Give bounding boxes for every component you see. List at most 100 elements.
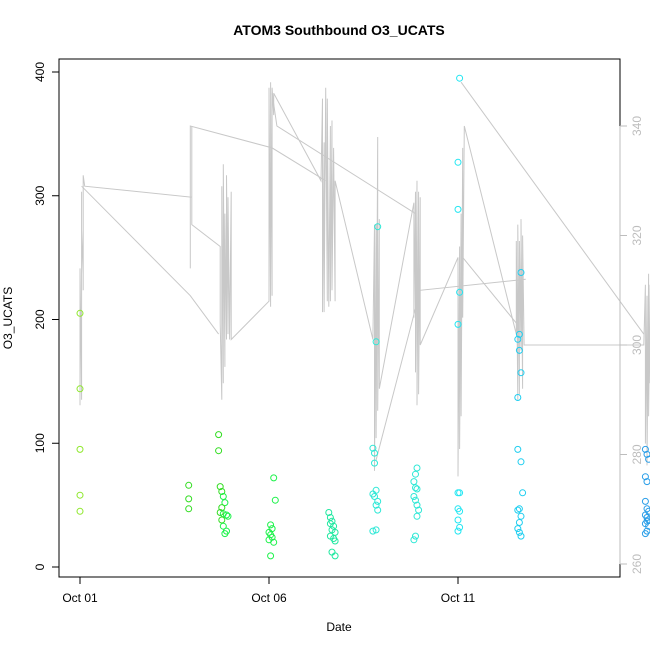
data-point [268,525,276,533]
connector-line-4 [375,278,526,461]
data-point [331,552,339,560]
data-point [515,505,523,513]
data-point [456,288,464,296]
data-point [372,486,380,494]
data-point [413,512,421,520]
data-point [645,522,650,530]
data-point [221,499,229,507]
right-tick-label: 260 [630,554,644,574]
data-point [372,526,380,534]
data-point [643,505,650,513]
connector-line-2 [189,125,326,269]
data-point [517,369,525,377]
connector-lines-layer [81,81,645,461]
connector-line-1 [81,185,220,335]
left-tick-label: 100 [33,433,47,453]
right-tick-label: 320 [630,225,644,245]
data-point [514,335,522,343]
data-point [216,509,224,516]
data-point [519,489,527,497]
data-point [76,491,84,499]
data-point [643,450,650,458]
data-point [374,497,382,505]
data-point [515,519,523,526]
y-axis-label: O3_UCATS [1,287,15,349]
data-point [517,512,525,520]
data-point [219,522,227,530]
data-point [641,530,649,538]
left-tick-label: 300 [33,185,47,205]
right-tick-label: 340 [630,116,644,136]
data-point [223,511,230,519]
data-point [456,489,464,497]
data-point [645,455,650,463]
right-tick-label: 300 [630,335,644,355]
data-point [267,552,275,560]
data-point [454,516,462,524]
data-point [185,505,193,513]
x-axis-label: Date [326,620,352,634]
data-point [215,447,223,455]
data-point [413,485,421,493]
data-point [517,458,525,466]
data-point [369,444,377,452]
data-point [515,528,523,536]
o3-background-trace [79,82,650,477]
bottom-tick-label: Oct 11 [441,591,476,605]
data-point [643,478,650,486]
data-point [216,483,224,491]
data-point [372,501,380,509]
data-point [328,548,336,556]
left-tick-label: 200 [33,309,47,329]
data-point [369,527,377,535]
chart-title: ATOM3 Southbound O3_UCATS [233,22,445,38]
right-axis: 260 280 300 320 340 [619,116,644,574]
bottom-tick-label: Oct 06 [251,591,287,605]
left-axis: 0 100 200 300 400 [33,62,60,570]
data-point [330,522,338,530]
data-point [218,488,226,495]
data-point [454,527,462,535]
data-point [456,507,464,515]
data-point [412,496,419,504]
data-point [514,506,522,514]
data-points-layer [76,74,650,560]
data-point [515,330,523,338]
data-point [412,532,419,540]
data-point [221,530,229,538]
data-point [372,338,380,346]
data-point [218,504,226,512]
data-point [410,493,418,500]
data-point [267,521,275,529]
data-point [413,501,421,509]
data-point [410,536,418,544]
data-point [643,514,650,521]
data-point [514,525,522,533]
data-point [76,445,84,453]
data-point [412,484,419,492]
connector-line-6 [462,257,517,324]
data-point [514,394,522,401]
data-point [271,496,279,504]
data-point [415,506,423,514]
data-point [371,459,378,467]
data-point [374,223,382,231]
data-point [185,481,193,489]
data-point [641,473,649,481]
data-point [517,532,525,540]
bottom-axis: Oct 01 Oct 06 Oct 11 [62,576,476,605]
data-point [456,74,464,82]
data-point [331,537,339,545]
data-point [514,445,522,453]
connector-line-3 [271,93,416,215]
bottom-tick-label: Oct 01 [62,591,98,605]
background-lines-layer [79,82,650,477]
data-point [215,431,223,439]
data-point [325,509,333,516]
data-point [76,309,84,317]
plot-frame [58,58,621,578]
data-point [454,205,462,213]
data-point [413,464,421,472]
connector-line-5 [460,81,645,335]
